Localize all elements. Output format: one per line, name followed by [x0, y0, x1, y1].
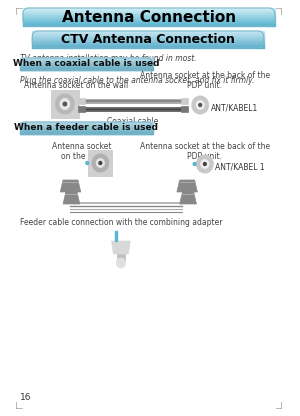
Bar	[23, 16, 275, 17]
Circle shape	[192, 96, 208, 114]
Circle shape	[63, 102, 67, 106]
Bar	[23, 21, 275, 22]
Bar	[32, 38, 264, 39]
Bar	[32, 43, 264, 44]
Circle shape	[199, 104, 202, 106]
Text: 16: 16	[20, 393, 32, 402]
Text: Antenna Connection: Antenna Connection	[62, 10, 236, 25]
Text: Coaxial cable: Coaxial cable	[107, 117, 159, 126]
Circle shape	[193, 163, 196, 166]
Bar	[78, 98, 85, 104]
Text: Antenna socket at the back of the
PDP unit.: Antenna socket at the back of the PDP un…	[140, 142, 270, 161]
Bar	[23, 9, 275, 10]
Bar	[32, 44, 264, 45]
Bar	[117, 254, 124, 261]
Bar	[32, 42, 264, 43]
Bar	[23, 24, 275, 25]
Bar	[23, 10, 275, 11]
Bar	[78, 106, 85, 112]
Circle shape	[196, 155, 213, 173]
Bar	[32, 35, 264, 36]
Bar	[23, 8, 275, 9]
Circle shape	[56, 94, 74, 114]
Circle shape	[201, 159, 209, 168]
Text: Antenna socket
on the wall: Antenna socket on the wall	[52, 142, 111, 161]
Text: TV antenna installation may be found in most.: TV antenna installation may be found in …	[20, 54, 197, 63]
Text: ANT/KABEL1: ANT/KABEL1	[212, 104, 259, 112]
Bar	[23, 19, 275, 20]
Text: When a feeder cable is used: When a feeder cable is used	[14, 124, 158, 133]
Polygon shape	[60, 180, 81, 192]
Polygon shape	[63, 192, 80, 204]
Bar	[32, 34, 264, 35]
Circle shape	[116, 258, 126, 268]
Bar	[23, 22, 275, 23]
Bar	[23, 25, 275, 26]
Bar	[32, 31, 264, 32]
Bar	[23, 13, 275, 14]
Text: ANT/KABEL 1: ANT/KABEL 1	[215, 163, 265, 171]
Polygon shape	[115, 231, 117, 241]
Bar	[32, 45, 264, 46]
Bar	[32, 39, 264, 40]
Bar	[51, 90, 79, 118]
Circle shape	[86, 161, 89, 164]
Text: Antenna socket at the back of the
PDP unit.: Antenna socket at the back of the PDP un…	[140, 71, 270, 90]
Text: Feeder cable connection with the combining adapter: Feeder cable connection with the combini…	[20, 218, 222, 227]
Bar	[23, 18, 275, 19]
Circle shape	[92, 154, 109, 172]
Bar	[181, 106, 188, 112]
Bar	[32, 41, 264, 42]
Bar	[23, 17, 275, 18]
Bar	[32, 40, 264, 41]
Bar	[32, 47, 264, 48]
Bar	[23, 11, 275, 12]
Bar	[181, 98, 188, 104]
Polygon shape	[112, 241, 130, 254]
Circle shape	[99, 161, 102, 164]
Bar	[88, 150, 112, 176]
Text: Plug the coaxial cable to the antenna socket, and fix it firmly.: Plug the coaxial cable to the antenna so…	[20, 76, 254, 85]
Bar	[23, 12, 275, 13]
Bar	[32, 46, 264, 47]
Bar	[32, 36, 264, 37]
Bar	[32, 37, 264, 38]
Bar	[23, 14, 275, 15]
Bar	[32, 32, 264, 33]
Bar	[23, 23, 275, 24]
Polygon shape	[180, 192, 196, 204]
Polygon shape	[177, 180, 197, 192]
Bar	[23, 20, 275, 21]
Text: When a coaxial cable is used: When a coaxial cable is used	[13, 59, 160, 69]
Circle shape	[196, 101, 204, 109]
Circle shape	[60, 99, 70, 109]
Circle shape	[203, 163, 206, 166]
Bar	[32, 33, 264, 34]
Text: Antenna socket on the wall: Antenna socket on the wall	[24, 81, 128, 90]
Bar	[23, 15, 275, 16]
Text: CTV Antenna Connection: CTV Antenna Connection	[61, 33, 235, 46]
Circle shape	[96, 158, 105, 168]
